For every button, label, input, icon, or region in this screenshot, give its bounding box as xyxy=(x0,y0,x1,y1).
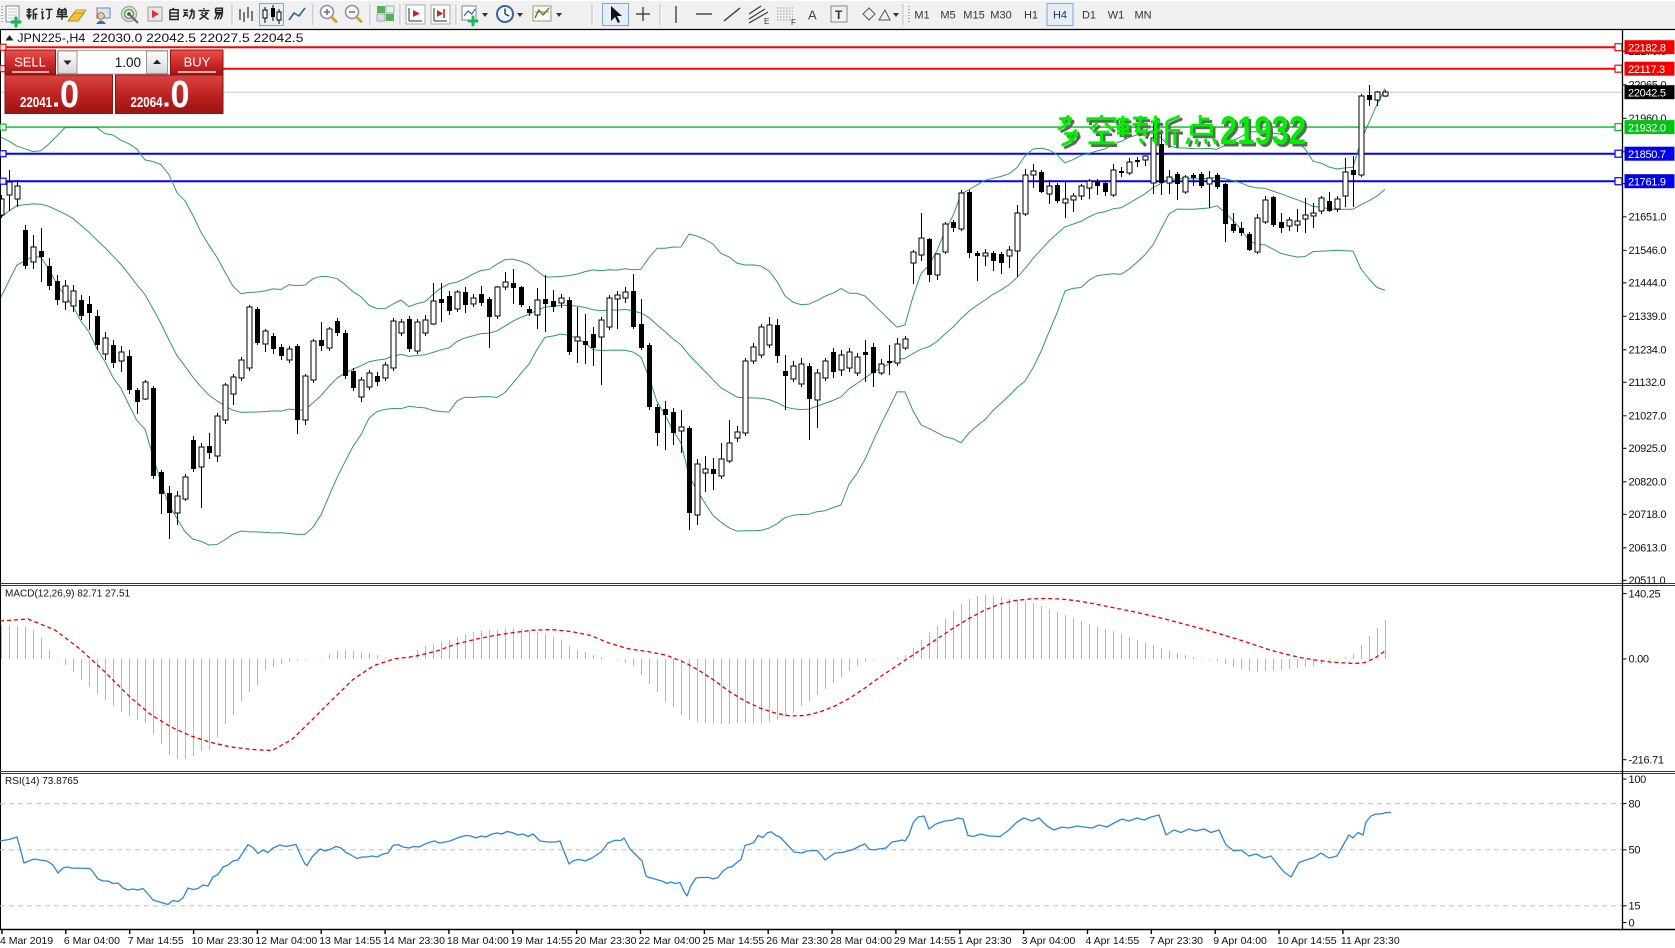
svg-text:20925.0: 20925.0 xyxy=(1629,443,1667,455)
svg-text:1.00: 1.00 xyxy=(115,55,141,70)
svg-text:3 Apr 04:00: 3 Apr 04:00 xyxy=(1022,935,1076,947)
svg-text:11 Apr 23:30: 11 Apr 23:30 xyxy=(1341,935,1400,947)
svg-text:T: T xyxy=(835,8,843,22)
svg-text:M15: M15 xyxy=(963,10,984,22)
svg-text:1 Apr 23:30: 1 Apr 23:30 xyxy=(958,935,1012,947)
svg-text:22182.8: 22182.8 xyxy=(1628,42,1666,54)
svg-text:M1: M1 xyxy=(914,10,929,22)
svg-text:20718.0: 20718.0 xyxy=(1629,509,1667,521)
svg-text:E: E xyxy=(764,17,769,26)
svg-text:7 Apr 23:30: 7 Apr 23:30 xyxy=(1149,935,1203,947)
svg-text:21132.0: 21132.0 xyxy=(1629,377,1666,389)
svg-text:21234.0: 21234.0 xyxy=(1629,345,1667,357)
svg-text:4 Mar 2019: 4 Mar 2019 xyxy=(0,935,53,947)
svg-text:M5: M5 xyxy=(940,10,955,22)
svg-text:7 Mar 14:55: 7 Mar 14:55 xyxy=(128,935,184,947)
svg-text:H1: H1 xyxy=(1024,10,1038,22)
svg-text:21932.0: 21932.0 xyxy=(1628,122,1666,134)
svg-text:6 Mar 04:00: 6 Mar 04:00 xyxy=(64,935,120,947)
svg-text:A: A xyxy=(808,8,817,23)
svg-text:W1: W1 xyxy=(1108,10,1125,22)
svg-text:22030.0 22042.5 22027.5 22042.: 22030.0 22042.5 22027.5 22042.5 xyxy=(92,31,303,45)
svg-text:9 Apr 04:00: 9 Apr 04:00 xyxy=(1213,935,1267,947)
svg-text:21339.0: 21339.0 xyxy=(1629,311,1667,323)
svg-text:MN: MN xyxy=(1134,10,1151,22)
svg-text:21932: 21932 xyxy=(1220,109,1306,153)
svg-text:26 Mar 23:30: 26 Mar 23:30 xyxy=(766,935,828,947)
svg-text:20613.0: 20613.0 xyxy=(1629,543,1667,555)
svg-text:0.00: 0.00 xyxy=(1629,654,1649,666)
svg-text:21761.9: 21761.9 xyxy=(1628,176,1666,188)
svg-text:22117.3: 22117.3 xyxy=(1628,64,1665,76)
svg-text:0: 0 xyxy=(171,74,190,116)
svg-text:22064: 22064 xyxy=(131,94,163,111)
svg-text:F: F xyxy=(791,18,796,27)
svg-text:28 Mar 04:00: 28 Mar 04:00 xyxy=(830,935,892,947)
svg-text:10 Mar 23:30: 10 Mar 23:30 xyxy=(192,935,254,947)
svg-text:21546.0: 21546.0 xyxy=(1629,245,1667,257)
svg-text:21651.0: 21651.0 xyxy=(1629,212,1667,224)
svg-text:15: 15 xyxy=(1629,901,1641,913)
svg-text:M30: M30 xyxy=(990,10,1011,22)
svg-text:JPN225-,H4: JPN225-,H4 xyxy=(17,31,85,45)
svg-text:H4: H4 xyxy=(1053,10,1067,22)
svg-text:21932: 21932 xyxy=(1223,112,1309,156)
svg-text:RSI(14) 73.8765: RSI(14) 73.8765 xyxy=(5,776,79,787)
svg-text:22042.5: 22042.5 xyxy=(1628,87,1666,99)
svg-text:19 Mar 14:55: 19 Mar 14:55 xyxy=(511,935,573,947)
svg-text:20 Mar 23:30: 20 Mar 23:30 xyxy=(575,935,637,947)
svg-text:18 Mar 04:00: 18 Mar 04:00 xyxy=(447,935,509,947)
svg-text:-216.71: -216.71 xyxy=(1629,755,1664,767)
svg-text:4 Apr 14:55: 4 Apr 14:55 xyxy=(1086,935,1140,947)
svg-text:SELL: SELL xyxy=(14,55,46,70)
svg-text:140.25: 140.25 xyxy=(1629,588,1661,600)
svg-text:22 Mar 04:00: 22 Mar 04:00 xyxy=(639,935,701,947)
svg-text:D1: D1 xyxy=(1082,10,1096,22)
svg-text:80: 80 xyxy=(1629,798,1641,810)
svg-text:25 Mar 14:55: 25 Mar 14:55 xyxy=(702,935,764,947)
svg-text:21027.0: 21027.0 xyxy=(1629,411,1667,423)
svg-text:0: 0 xyxy=(1629,917,1635,929)
svg-text:14 Mar 23:30: 14 Mar 23:30 xyxy=(383,935,445,947)
svg-text:20820.0: 20820.0 xyxy=(1629,477,1667,489)
svg-text:10 Apr 14:55: 10 Apr 14:55 xyxy=(1277,935,1337,947)
svg-text:MACD(12,26,9) 82.71 27.51: MACD(12,26,9) 82.71 27.51 xyxy=(5,589,131,600)
svg-text:0: 0 xyxy=(60,74,79,116)
svg-text:BUY: BUY xyxy=(184,55,211,70)
svg-text:100: 100 xyxy=(1629,774,1647,786)
svg-text:20511.0: 20511.0 xyxy=(1629,575,1666,587)
svg-text:12 Mar 04:00: 12 Mar 04:00 xyxy=(255,935,317,947)
svg-text:21850.7: 21850.7 xyxy=(1628,149,1666,161)
svg-text:13 Mar 14:55: 13 Mar 14:55 xyxy=(319,935,381,947)
svg-text:50: 50 xyxy=(1629,845,1641,857)
svg-text:22041: 22041 xyxy=(20,94,52,111)
svg-text:21444.0: 21444.0 xyxy=(1629,278,1667,290)
svg-text:29 Mar 14:55: 29 Mar 14:55 xyxy=(894,935,956,947)
